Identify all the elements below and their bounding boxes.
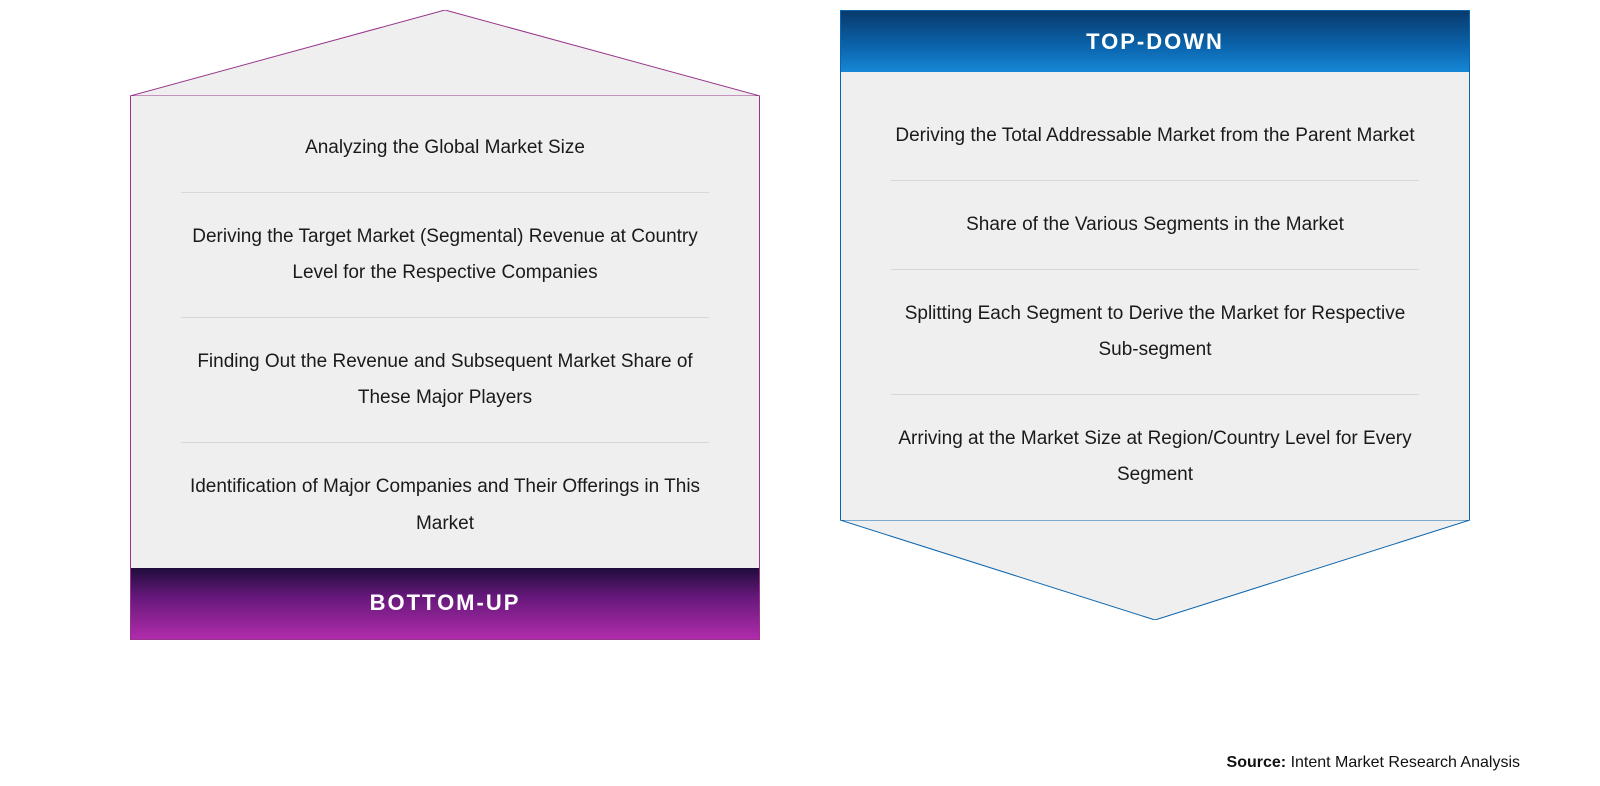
top-down-item: Deriving the Total Addressable Market fr…: [891, 92, 1419, 180]
bottom-up-label: BOTTOM-UP: [370, 590, 521, 616]
source-text: Intent Market Research Analysis: [1291, 754, 1520, 771]
bottom-up-banner: BOTTOM-UP: [130, 568, 760, 640]
top-down-label: TOP-DOWN: [1086, 29, 1224, 55]
diagram-container: Analyzing the Global Market Size Derivin…: [0, 0, 1600, 640]
top-down-arrow-cap: [840, 520, 1470, 620]
bottom-up-item: Deriving the Target Market (Segmental) R…: [181, 192, 709, 317]
top-down-banner: TOP-DOWN: [840, 10, 1470, 72]
top-down-item: Splitting Each Segment to Derive the Mar…: [891, 269, 1419, 394]
bottom-up-arrow-cap: [130, 10, 760, 96]
bottom-up-panel: Analyzing the Global Market Size Derivin…: [130, 10, 760, 640]
top-down-item: Share of the Various Segments in the Mar…: [891, 180, 1419, 269]
top-down-item: Arriving at the Market Size at Region/Co…: [891, 394, 1419, 519]
top-down-panel: TOP-DOWN Deriving the Total Addressable …: [840, 10, 1470, 640]
bottom-up-item: Finding Out the Revenue and Subsequent M…: [181, 317, 709, 442]
bottom-up-item: Analyzing the Global Market Size: [181, 96, 709, 192]
bottom-up-item: Identification of Major Companies and Th…: [181, 442, 709, 567]
source-line: Source: Intent Market Research Analysis: [1227, 754, 1520, 772]
bottom-up-body: Analyzing the Global Market Size Derivin…: [130, 96, 760, 568]
top-down-body: Deriving the Total Addressable Market fr…: [840, 72, 1470, 520]
source-prefix: Source:: [1227, 754, 1287, 771]
